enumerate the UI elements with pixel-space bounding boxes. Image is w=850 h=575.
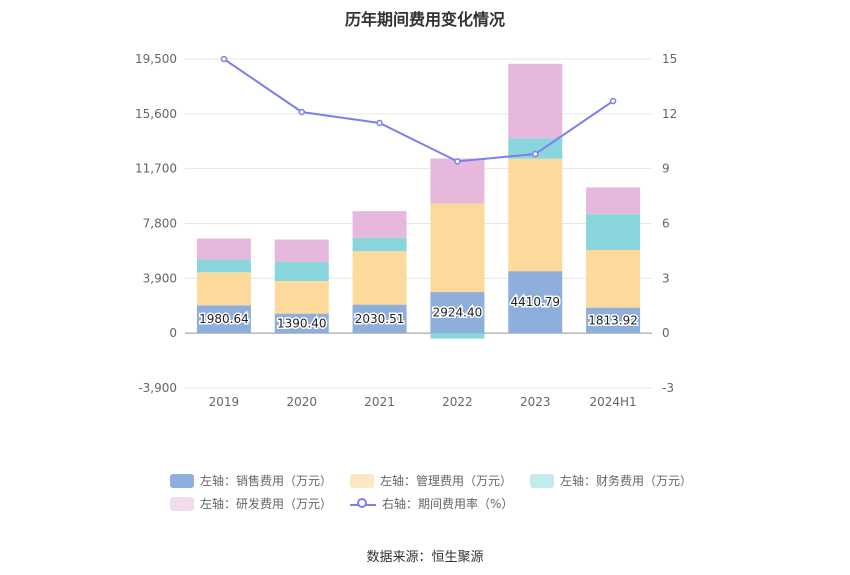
x-tick-label: 2020 [286,395,317,409]
bar-segment [430,292,485,334]
x-tick-label: 2019 [209,395,240,409]
y-left-tick-label: -3,900 [138,381,177,395]
bar-segment [274,262,329,281]
bar-data-label: 2924.40 [433,306,483,320]
bar-segment [196,259,251,273]
bar-segment [352,304,407,334]
y-left-tick-label: 3,900 [143,271,177,285]
bar-segment [586,187,641,215]
bar-segment [352,237,407,252]
bar-data-label: 1813.92 [588,313,638,327]
x-tick-label: 2021 [364,395,395,409]
chart-title: 历年期间费用变化情况 [344,10,505,29]
legend-item-rate[interactable]: 右轴：期间费用率（%） [350,495,513,512]
legend-label-sales: 左轴：销售费用（万元） [200,474,333,488]
y-right-tick-label: 3 [662,271,670,285]
legend-swatch-rnd [170,496,194,511]
legend: 左轴：销售费用（万元） 左轴：管理费用（万元） 左轴：财务费用（万元） 左轴：研… [170,472,692,518]
y-right-tick-label: 15 [662,52,677,66]
legend-label-rnd: 左轴：研发费用（万元） [200,497,333,511]
bar-segment [430,333,485,339]
bar-data-label: 4410.79 [510,295,560,309]
y-right-tick-label: 6 [662,217,670,231]
rate-point [532,150,539,158]
legend-label-rate: 右轴：期间费用率（%） [382,497,514,511]
legend-row-1: 左轴：销售费用（万元） 左轴：管理费用（万元） 左轴：财务费用（万元） [170,472,692,489]
x-tick-label: 2022 [442,395,473,409]
y-left-tick-label: 19,500 [135,52,177,66]
bar-segment [196,305,251,334]
legend-label-finance: 左轴：财务费用（万元） [560,474,693,488]
bar-data-label: 2030.51 [355,312,405,326]
bar-segment [274,313,329,334]
bar-segment [196,272,251,306]
y-left-tick-label: 0 [169,326,177,340]
legend-swatch-finance [530,473,555,488]
y-right-tick-label: -3 [662,381,674,395]
bar-segment [430,203,485,293]
rate-point [609,97,617,105]
legend-item-rnd[interactable]: 左轴：研发费用（万元） [170,495,332,512]
y-right-tick-label: 9 [662,162,670,176]
bar-data-label: 1980.64 [199,312,249,326]
bar-segment [274,280,329,314]
legend-item-admin[interactable]: 左轴：管理费用（万元） [350,472,512,489]
legend-swatch-sales [170,473,194,488]
rate-point [220,55,228,63]
bar-segment [274,239,329,263]
bar-segment [352,251,407,305]
bar-segment [508,271,563,334]
legend-item-finance[interactable]: 左轴：财务费用（万元） [530,472,692,489]
rate-point [454,158,461,165]
legend-swatch-admin [350,473,375,488]
x-tick-label: 2024H1 [589,395,636,409]
y-right-tick-label: 12 [662,107,677,121]
bar-segment [586,307,641,334]
bar-segment [196,238,251,260]
y-left-tick-label: 7,800 [143,217,177,231]
legend-label-admin: 左轴：管理费用（万元） [380,474,513,488]
bar-data-label: 1390.40 [277,316,327,330]
rate-point [376,119,383,127]
rate-line [223,58,614,163]
legend-line-icon [350,497,377,511]
y-left-tick-label: 15,600 [135,107,177,121]
bar-segment [586,214,641,251]
bar-segment [586,250,641,308]
legend-item-sales[interactable]: 左轴：销售费用（万元） [170,472,332,489]
y-left-tick-label: 11,700 [135,162,177,176]
rate-point [298,108,305,116]
bar-segment [508,63,563,139]
source-note: 数据来源：恒生聚源 [366,550,484,565]
x-tick-label: 2023 [520,395,551,409]
bar-segment [508,158,563,272]
bar-segment [352,211,407,238]
y-right-tick-label: 0 [662,326,670,340]
legend-row-2: 左轴：研发费用（万元） 右轴：期间费用率（%） [170,495,690,512]
bar-segment [508,138,563,159]
bar-segment [430,158,485,204]
